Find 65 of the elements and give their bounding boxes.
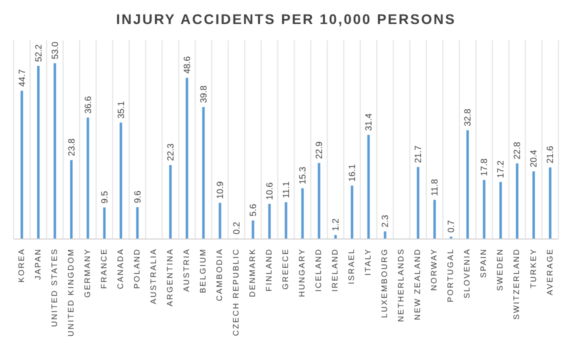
data-label: 35.1	[116, 101, 126, 119]
data-label: 16.1	[347, 164, 358, 182]
data-label: 22.9	[314, 142, 324, 160]
data-label: 17.8	[479, 158, 490, 176]
data-label: 44.7	[16, 69, 27, 87]
data-label: 39.8	[198, 85, 208, 103]
data-label: 52.2	[33, 44, 44, 62]
data-label: 23.8	[66, 138, 76, 156]
x-tick-label: CZECH REPUBLIC	[232, 248, 241, 336]
data-label: 53.0	[50, 42, 60, 60]
data-label: 15.3	[298, 166, 308, 184]
x-tick-label: ISRAEL	[347, 248, 356, 284]
x-tick-label: NORWAY	[430, 248, 439, 291]
x-tick-label: NETHERLANDS	[396, 248, 406, 322]
x-tick-label: GERMANY	[82, 248, 92, 298]
x-tick-label: FINLAND	[264, 248, 274, 292]
x-tick-label: BELGIUM	[198, 248, 208, 294]
data-label: 5.6	[248, 204, 258, 216]
data-label: 17.2	[496, 160, 506, 178]
x-tick-label: SLOVENIA	[462, 248, 472, 298]
x-tick-label: SPAIN	[479, 248, 488, 278]
data-label: 31.4	[364, 113, 374, 131]
data-label: 1.2	[330, 218, 341, 232]
x-tick-label: PORTUGAL	[446, 248, 456, 302]
x-tick-label: HUNGARY	[298, 248, 307, 297]
data-label: 36.6	[82, 96, 93, 114]
x-tick-label: DENMARK	[248, 248, 258, 298]
x-tick-label: UNITED KINGDOM	[66, 248, 76, 336]
x-tick-label: ITALY	[364, 248, 373, 276]
data-label: 0.2	[231, 222, 242, 234]
x-tick-label: ICELAND	[314, 248, 324, 292]
data-label: 0.7	[446, 220, 456, 233]
data-label: 2.3	[380, 214, 390, 228]
data-label: 22.8	[512, 142, 522, 160]
data-label: 21.6	[545, 146, 556, 164]
data-label: 32.8	[462, 108, 473, 126]
data-label: 48.6	[182, 56, 192, 74]
x-tick-label: LUXEMBOURG	[380, 248, 390, 318]
x-tick-label: KOREA	[16, 248, 26, 283]
data-label: 22.3	[165, 144, 176, 162]
x-tick-label: CAMBODIA	[215, 248, 224, 302]
x-tick-label: IRELAND	[330, 248, 340, 292]
x-tick-label: SWEDEN	[496, 248, 505, 291]
x-tick-label: AUSTRIA	[182, 248, 192, 292]
data-label: 21.7	[413, 145, 424, 164]
x-tick-label: AUSTRALIA	[149, 248, 158, 304]
x-tick-label: AVERAGE	[545, 248, 554, 296]
data-label: 20.4	[528, 150, 539, 168]
data-label: 10.6	[264, 182, 274, 200]
x-tick-label: ARGENTINA	[166, 248, 175, 306]
data-label: 9.5	[99, 190, 110, 204]
x-tick-label: POLAND	[132, 248, 142, 289]
data-label: 11.8	[430, 179, 440, 196]
data-label: 10.9	[214, 181, 225, 199]
x-tick-label: JAPAN	[33, 248, 42, 280]
data-label: 9.6	[132, 190, 142, 204]
x-tick-label: GREECE	[281, 248, 290, 290]
x-tick-label: SWITZERLAND	[512, 248, 522, 320]
x-tick-label: FRANCE	[100, 248, 108, 289]
x-tick-label: NEW ZEALAND	[413, 248, 422, 320]
data-label: 11.1	[281, 181, 291, 198]
x-tick-label: UNITED STATES	[50, 248, 59, 327]
x-tick-label: CANADA	[116, 248, 126, 290]
x-tick-label: TURKEY	[528, 248, 538, 288]
chart-title: INJURY ACCIDENTS PER 10,000 PERSONS	[116, 11, 456, 27]
